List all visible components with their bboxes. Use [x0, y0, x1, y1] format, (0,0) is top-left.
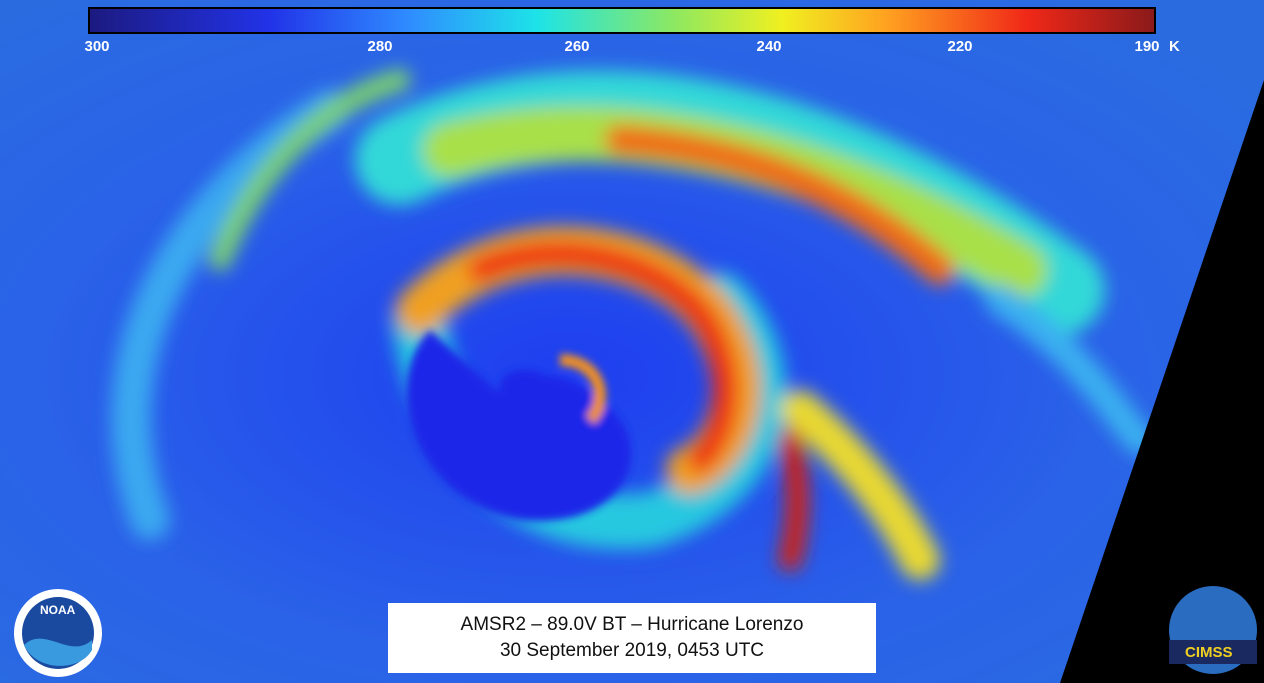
- colorbar-label: 190: [1134, 38, 1160, 55]
- noaa-text: NOAA: [40, 603, 76, 617]
- colorbar-label: 240: [756, 38, 782, 55]
- colorbar-label: 280: [367, 38, 393, 55]
- colorbar-unit: K: [1169, 38, 1180, 55]
- eye: [406, 330, 632, 521]
- colorbar-label: 300: [84, 38, 110, 55]
- caption-line: 30 September 2019, 0453 UTC: [499, 640, 765, 661]
- swath-edge: [1060, 80, 1264, 683]
- caption-line: AMSR2 – 89.0V BT – Hurricane Lorenzo: [460, 614, 804, 635]
- colorbar-label: 220: [947, 38, 973, 55]
- caption: AMSR2 – 89.0V BT – Hurricane Lorenzo 30 …: [388, 603, 876, 673]
- bands: [111, 69, 1155, 580]
- colorbar-label: 260: [564, 38, 590, 55]
- colorbar: [88, 7, 1156, 34]
- cimss-text: CIMSS: [1185, 644, 1233, 661]
